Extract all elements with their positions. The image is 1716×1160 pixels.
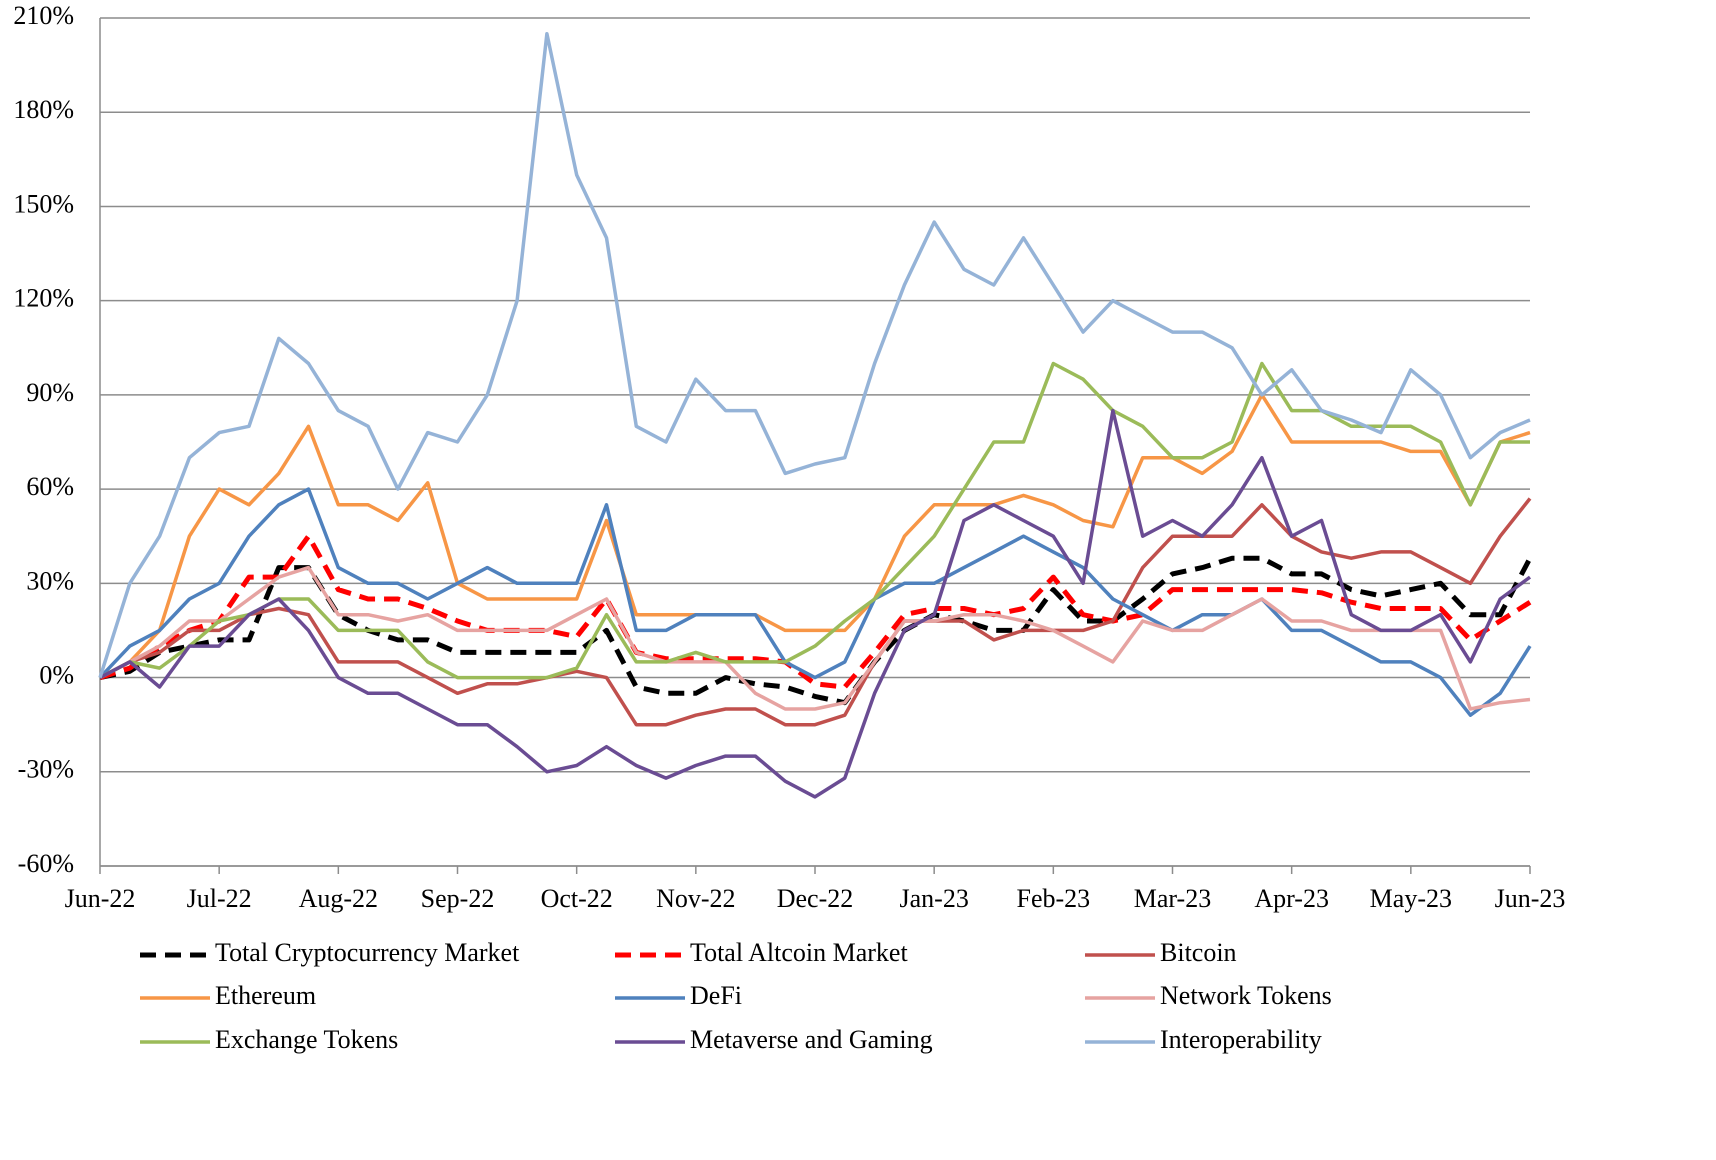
x-tick-label: Jan-23 [900,884,969,913]
y-tick-label: 120% [13,284,74,313]
x-tick-label: Mar-23 [1134,884,1211,913]
x-tick-label: Jun-23 [1495,884,1566,913]
legend-label: Ethereum [215,981,316,1010]
legend-label: Exchange Tokens [215,1025,398,1054]
line-series [99,408,1532,799]
x-tick-label: Nov-22 [656,884,735,913]
y-tick-label: 60% [26,472,74,501]
line-series [99,361,1530,680]
line-series [99,497,1532,727]
x-tick-label: Aug-22 [299,884,378,913]
line-series [98,487,1532,717]
y-tick-label: -60% [18,849,74,878]
line-series [99,393,1531,680]
x-tick-label: Feb-23 [1016,884,1090,913]
legend-label: DeFi [690,981,742,1010]
line-series [98,31,1531,679]
x-tick-label: Jun-22 [65,884,136,913]
legend-label: Network Tokens [1160,981,1332,1010]
y-tick-label: 150% [13,189,74,218]
x-tick-label: Sep-22 [421,884,495,913]
line-series [99,533,1532,690]
legend-label: Total Altcoin Market [690,938,908,967]
x-tick-label: Apr-23 [1254,884,1329,913]
y-tick-label: 90% [26,378,74,407]
line-series [99,565,1531,711]
y-tick-label: 180% [13,95,74,124]
legend-label: Metaverse and Gaming [690,1025,933,1054]
line-series [99,555,1533,706]
y-tick-label: 0% [39,661,74,690]
x-tick-label: May-23 [1370,884,1452,913]
x-tick-label: Dec-22 [777,884,854,913]
legend-label: Bitcoin [1160,938,1237,967]
y-tick-label: -30% [18,755,74,784]
legend-label: Total Cryptocurrency Market [215,938,520,967]
y-tick-label: 30% [26,566,74,595]
y-tick-label: 210% [13,1,74,30]
x-tick-label: Jul-22 [187,884,252,913]
legend-label: Interoperability [1160,1025,1322,1054]
x-tick-label: Oct-22 [541,884,613,913]
